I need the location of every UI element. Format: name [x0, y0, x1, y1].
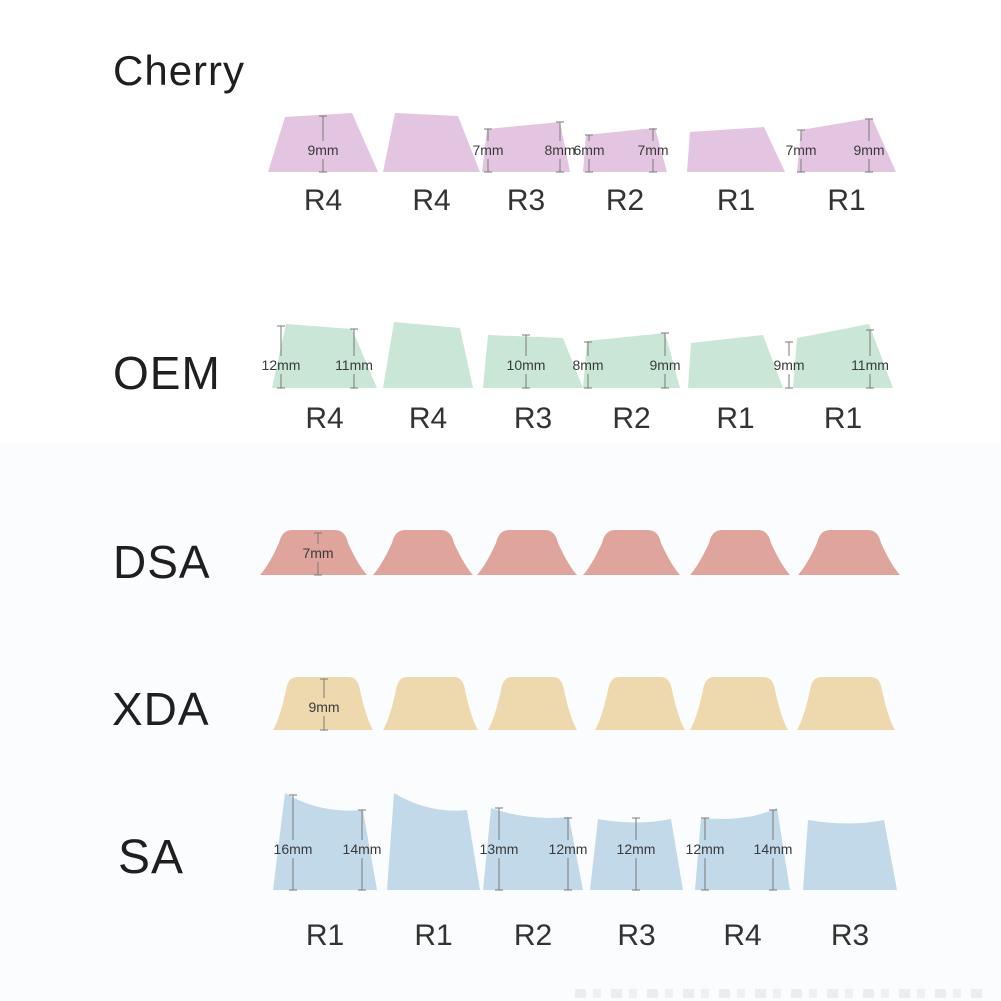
keycap-oem-2: [383, 322, 473, 388]
keycap-cherry-1: [268, 113, 378, 172]
keycap-oem-6: [793, 324, 893, 388]
keycap-oem-5: [688, 335, 783, 388]
keycap-sa-6: [803, 820, 897, 890]
keycap-dsa-3: [477, 530, 577, 575]
keycap-cherry-6: [797, 118, 896, 172]
keycap-dsa-1: [260, 530, 367, 575]
keycap-xda-5: [690, 677, 788, 730]
keycap-dsa-6: [798, 530, 900, 575]
keycap-cherry-4: [583, 128, 667, 172]
keycap-sa-1: [273, 793, 377, 890]
keycap-xda-6: [797, 677, 895, 730]
watermark: [575, 989, 987, 998]
keycap-oem-3: [483, 335, 583, 388]
keycap-dsa-5: [690, 530, 790, 575]
keycap-cherry-2: [383, 113, 480, 172]
keycap-sa-2: [387, 793, 480, 890]
keycap-xda-3: [488, 677, 577, 730]
keycap-oem-1: [272, 324, 377, 388]
keycap-dsa-2: [373, 530, 473, 575]
keycap-oem-4: [583, 333, 680, 388]
keycap-xda-2: [383, 677, 478, 730]
keycap-sa-4: [590, 819, 683, 890]
keycap-dsa-4: [583, 530, 680, 575]
keycap-cherry-5: [687, 127, 785, 172]
keycap-sa-3: [483, 808, 583, 890]
keycap-xda-1: [273, 677, 373, 730]
keycap-cherry-3: [482, 122, 570, 172]
keycap-sa-5: [695, 808, 790, 890]
keycap-xda-4: [595, 677, 685, 730]
